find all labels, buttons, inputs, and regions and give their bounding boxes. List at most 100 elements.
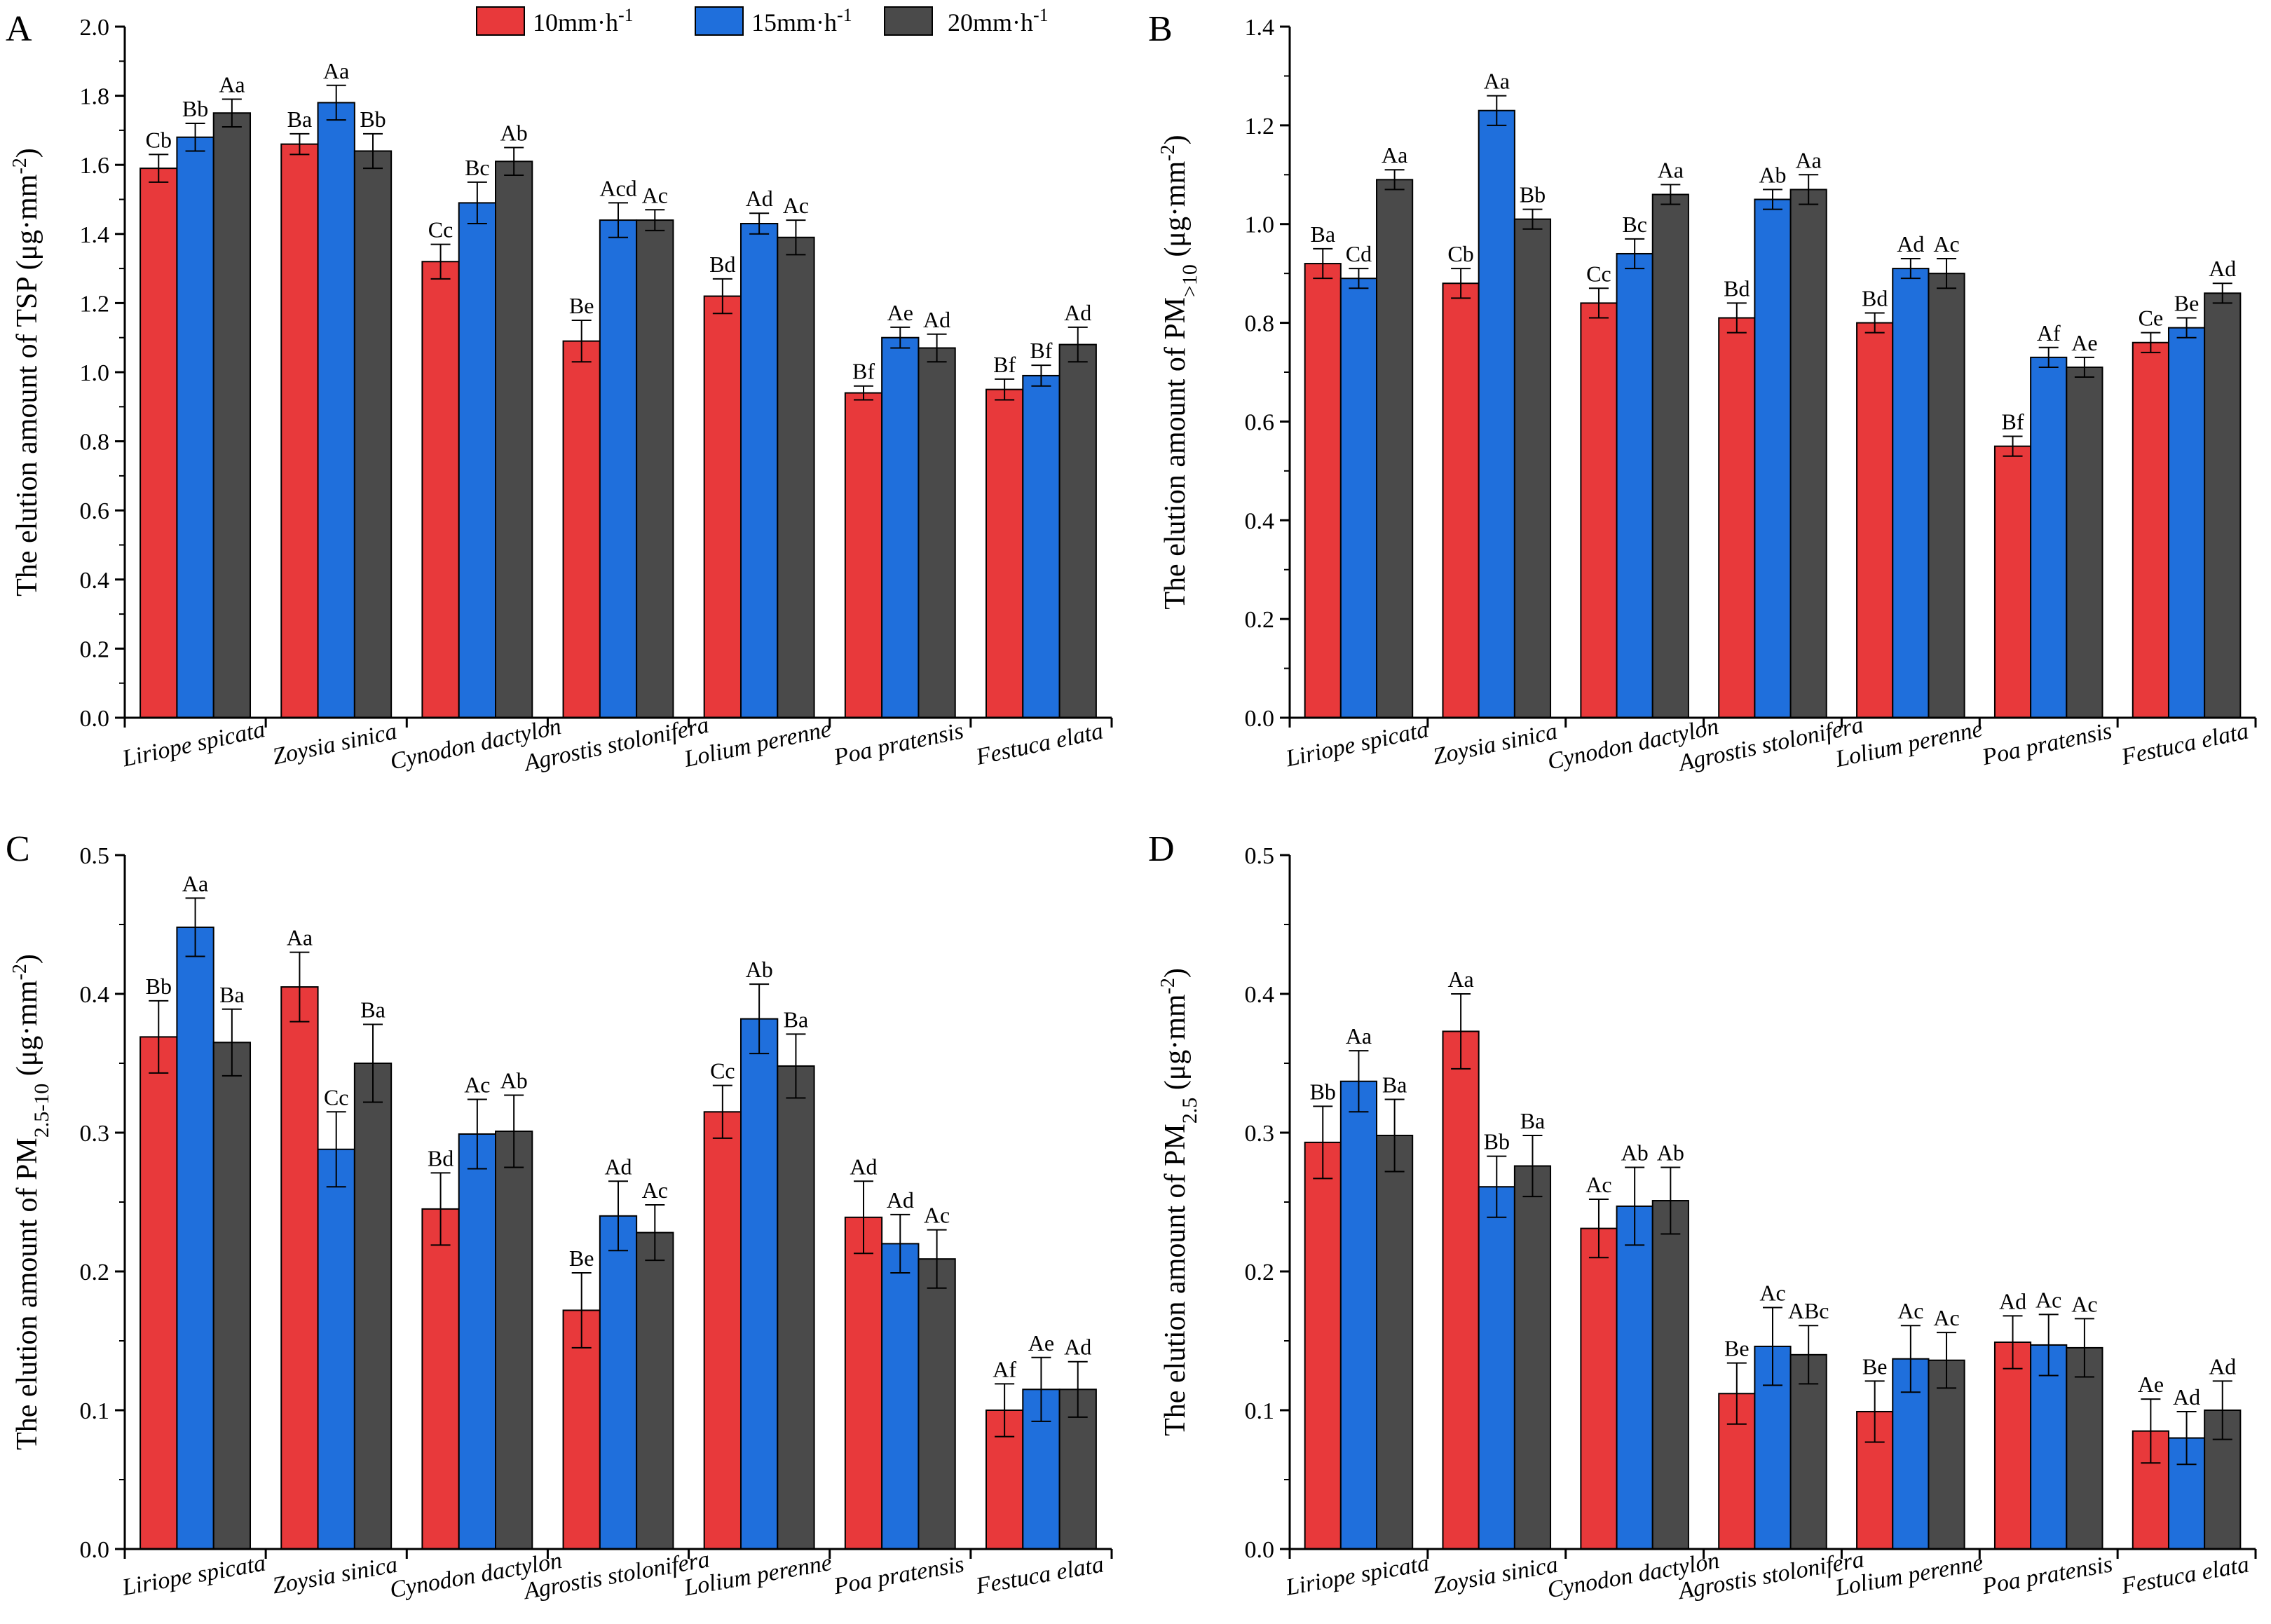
y-tick-label: 0.5 <box>80 843 110 869</box>
y-tick-label: 0.2 <box>1245 1260 1275 1285</box>
significance-label: Ad <box>604 1154 632 1179</box>
significance-label: Ad <box>887 1187 914 1213</box>
significance-label: Bb <box>360 107 386 132</box>
y-tick-label: 0.2 <box>80 1260 110 1285</box>
significance-label: Ac <box>924 1203 950 1228</box>
bar <box>212 1042 252 1550</box>
panel-d: D The elution amount of PM2.5 (μg·mm-2) Bb… <box>1148 829 2257 1604</box>
significance-label: Aa <box>219 72 245 97</box>
significance-label: Cb <box>1447 241 1473 266</box>
significance-label: Aa <box>287 925 313 950</box>
category-label: Zoysia sinica <box>1431 718 1560 770</box>
bar <box>353 150 393 719</box>
significance-label: Ad <box>1064 300 1091 325</box>
bar <box>562 340 601 718</box>
significance-label: Cb <box>146 127 172 152</box>
bar <box>1651 1200 1689 1550</box>
category-label: Poa pratensis <box>1979 718 2115 770</box>
category-label: Poa pratensis <box>831 718 966 770</box>
significance-label: Bf <box>1030 338 1052 363</box>
category-label: Liriope spicata <box>120 1550 268 1601</box>
bar <box>1856 322 1894 719</box>
bar <box>212 112 252 718</box>
bar <box>739 1018 779 1550</box>
significance-label: Bb <box>182 96 208 121</box>
significance-label: Aa <box>1658 157 1684 182</box>
significance-label: Aa <box>182 871 208 896</box>
category-label: Zoysia sinica <box>270 718 399 770</box>
bar <box>1022 374 1061 718</box>
y-tick-label: 0.2 <box>1245 607 1275 633</box>
significance-label: Ba <box>784 1007 809 1032</box>
category-label: Festuca elata <box>2119 1551 2251 1599</box>
bar <box>176 136 214 718</box>
significance-label: Ae <box>2071 330 2097 355</box>
bar <box>317 102 355 718</box>
significance-label: Bf <box>852 359 875 384</box>
significance-label: ABc <box>1788 1298 1829 1323</box>
significance-label: Bd <box>1724 275 1750 301</box>
bar <box>421 1208 460 1550</box>
bar <box>353 1063 393 1550</box>
significance-label: Be <box>569 1246 594 1271</box>
bar <box>1376 179 1414 719</box>
y-tick-label: 1.8 <box>80 84 110 110</box>
panel-b: B The elution amount of PM>10 (μg·mm-2) Ba… <box>1148 9 2257 777</box>
legend-swatch <box>695 6 744 36</box>
significance-label: Bf <box>2002 409 2024 435</box>
bar <box>280 143 319 718</box>
bar <box>1513 218 1552 718</box>
bar <box>139 168 178 718</box>
significance-label: Ac <box>783 193 809 218</box>
legend-swatch <box>884 6 933 36</box>
category-label: Festuca elata <box>973 718 1105 770</box>
significance-label: Ba <box>219 982 245 1007</box>
significance-label: Ad <box>2173 1384 2200 1410</box>
bar <box>1718 317 1756 718</box>
category-label: Zoysia sinica <box>271 1552 400 1599</box>
bar <box>1442 1030 1480 1550</box>
bar <box>881 1243 920 1550</box>
y-tick-label: 0.1 <box>1245 1398 1275 1424</box>
bar <box>1928 273 1965 718</box>
significance-label: Ba <box>287 107 313 132</box>
y-tick-label: 0.1 <box>80 1398 110 1424</box>
y-tick-label: 2.0 <box>80 15 110 41</box>
significance-label: Ae <box>887 300 913 325</box>
y-tick-label: 1.4 <box>80 222 110 248</box>
y-tick-label: 0.3 <box>80 1121 110 1147</box>
legend: 10mm·h-1 15mm·h-1 20mm·h-1 <box>476 5 1049 37</box>
significance-label: Be <box>2174 291 2200 316</box>
y-axis-title: The elution amount of PM2.5-10 (μg·mm-2) <box>9 954 53 1450</box>
bar <box>1442 282 1480 718</box>
y-tick-label: 0.4 <box>80 982 110 1008</box>
significance-label: Bb <box>1520 182 1546 207</box>
bar <box>421 261 460 718</box>
bar <box>458 1133 497 1550</box>
significance-label: Bc <box>1622 212 1647 237</box>
bar <box>280 986 319 1550</box>
significance-label: Bb <box>1484 1129 1510 1154</box>
significance-label: Acd <box>599 175 636 200</box>
significance-label: Cc <box>428 217 453 243</box>
legend-label: 15mm·h-1 <box>751 5 852 37</box>
significance-label: Be <box>569 293 594 318</box>
significance-label: Ad <box>1999 1288 2026 1313</box>
significance-label: Aa <box>1382 142 1407 168</box>
y-tick-label: 0.6 <box>1245 409 1275 435</box>
bar <box>636 1231 674 1550</box>
significance-label: Ac <box>2071 1291 2097 1316</box>
significance-label: Ac <box>1897 1298 1923 1323</box>
bar <box>458 202 497 718</box>
significance-label: Ad <box>1064 1335 1091 1360</box>
significance-label: Ac <box>642 182 668 207</box>
y-axis-title: The elution amount of PM2.5 (μg·mm-2) <box>1157 968 1201 1436</box>
significance-label: Ac <box>1933 1305 1959 1330</box>
significance-label: Aa <box>1484 69 1510 94</box>
y-tick-label: 0.8 <box>1245 311 1275 337</box>
category-label: Liriope spicata <box>1283 716 1431 772</box>
bar <box>1651 193 1689 718</box>
bar <box>739 223 779 718</box>
bar <box>636 219 674 718</box>
